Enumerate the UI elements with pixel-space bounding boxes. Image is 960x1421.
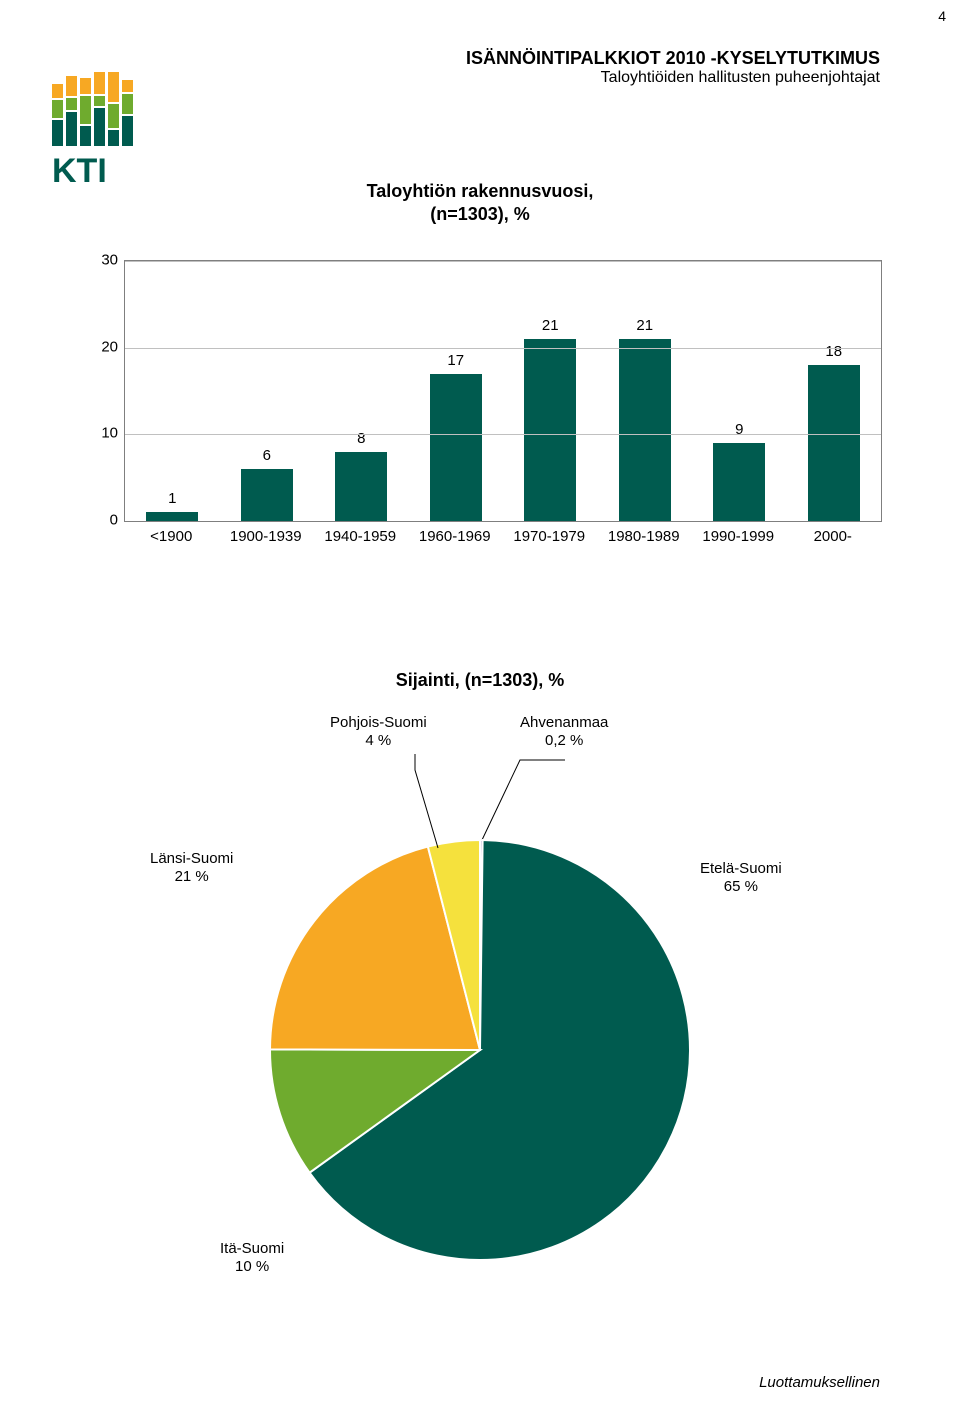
- kti-logo: KTI: [48, 58, 158, 193]
- header: ISÄNNÖINTIPALKKIOT 2010 -KYSELYTUTKIMUS …: [466, 48, 880, 87]
- bar-chart-title-l1: Taloyhtiön rakennusvuosi,: [367, 181, 594, 201]
- bar-chart-bars: 168172121918: [125, 261, 881, 521]
- bar-chart-title: Taloyhtiön rakennusvuosi, (n=1303), %: [0, 180, 960, 225]
- bar-chart-xtick: 1980-1989: [597, 528, 692, 545]
- bar-chart-xtick: 1940-1959: [313, 528, 408, 545]
- pie-chart-title: Sijainti, (n=1303), %: [0, 670, 960, 691]
- bar-chart-xtick: 1970-1979: [502, 528, 597, 545]
- bar-value-label: 9: [713, 421, 765, 438]
- bar: 21: [524, 339, 576, 521]
- bar-chart-title-l2: (n=1303), %: [430, 204, 530, 224]
- pie-label-pct: 0,2 %: [545, 732, 583, 749]
- bar-chart-xtick: 1900-1939: [219, 528, 314, 545]
- pie-label-name: Pohjois-Suomi: [330, 714, 427, 731]
- pie-slice-label: Itä-Suomi10 %: [220, 1240, 284, 1276]
- bar-value-label: 1: [146, 490, 198, 507]
- bar-value-label: 21: [619, 317, 671, 334]
- bar: 18: [808, 365, 860, 521]
- pie-slice-label: Etelä-Suomi65 %: [700, 860, 782, 896]
- bar-value-label: 17: [430, 352, 482, 369]
- pie-slice-label: Ahvenanmaa0,2 %: [520, 714, 608, 750]
- bar-chart-ytick: 30: [78, 252, 118, 269]
- bar: 21: [619, 339, 671, 521]
- pie-chart-svg: [0, 720, 960, 1320]
- page: 4 KTI ISÄNNÖINTIPALKKIOT 2010 -KYSELYTUT…: [0, 0, 960, 1421]
- bar-chart-xtick: <1900: [124, 528, 219, 545]
- pie-slice-label: Länsi-Suomi21 %: [150, 850, 233, 886]
- bar-chart-xtick: 1990-1999: [691, 528, 786, 545]
- bar-chart-xtick: 2000-: [786, 528, 881, 545]
- pie-slice-label: Pohjois-Suomi4 %: [330, 714, 427, 750]
- pie-label-pct: 65 %: [724, 878, 758, 895]
- pie-label-pct: 10 %: [235, 1258, 269, 1275]
- bar: 17: [430, 374, 482, 521]
- bar-chart-gridline: [125, 348, 881, 349]
- bar: 8: [335, 452, 387, 521]
- pie-label-name: Itä-Suomi: [220, 1240, 284, 1257]
- pie-label-name: Länsi-Suomi: [150, 850, 233, 867]
- bar: 6: [241, 469, 293, 521]
- bar: 9: [713, 443, 765, 521]
- bar-chart-ytick: 10: [78, 425, 118, 442]
- pie-label-pct: 21 %: [175, 868, 209, 885]
- bar-chart-gridline: [125, 261, 881, 262]
- bar-chart-gridline: [125, 434, 881, 435]
- header-title: ISÄNNÖINTIPALKKIOT 2010 -KYSELYTUTKIMUS: [466, 48, 880, 69]
- bar-chart-ytick: 20: [78, 338, 118, 355]
- pie-label-name: Etelä-Suomi: [700, 860, 782, 877]
- page-number: 4: [938, 8, 946, 24]
- header-subtitle: Taloyhtiöiden hallitusten puheenjohtajat: [466, 69, 880, 87]
- pie-leader-line: [415, 754, 438, 848]
- bar-chart-xtick: 1960-1969: [408, 528, 503, 545]
- bar-value-label: 18: [808, 343, 860, 360]
- kti-logo-svg: KTI: [48, 58, 158, 188]
- bar-value-label: 8: [335, 430, 387, 447]
- bar-chart-ytick: 0: [78, 512, 118, 529]
- bar: 1: [146, 512, 198, 521]
- pie-leader-line: [482, 760, 565, 840]
- pie-chart: Ahvenanmaa0,2 %Etelä-Suomi65 %Itä-Suomi1…: [0, 720, 960, 1320]
- bar-chart-plot: 168172121918: [124, 260, 882, 522]
- bar-value-label: 6: [241, 447, 293, 464]
- bar-chart: 168172121918 0102030 <19001900-19391940-…: [80, 260, 880, 570]
- pie-label-name: Ahvenanmaa: [520, 714, 608, 731]
- bar-value-label: 21: [524, 317, 576, 334]
- footer-text: Luottamuksellinen: [759, 1374, 880, 1391]
- pie-label-pct: 4 %: [365, 732, 391, 749]
